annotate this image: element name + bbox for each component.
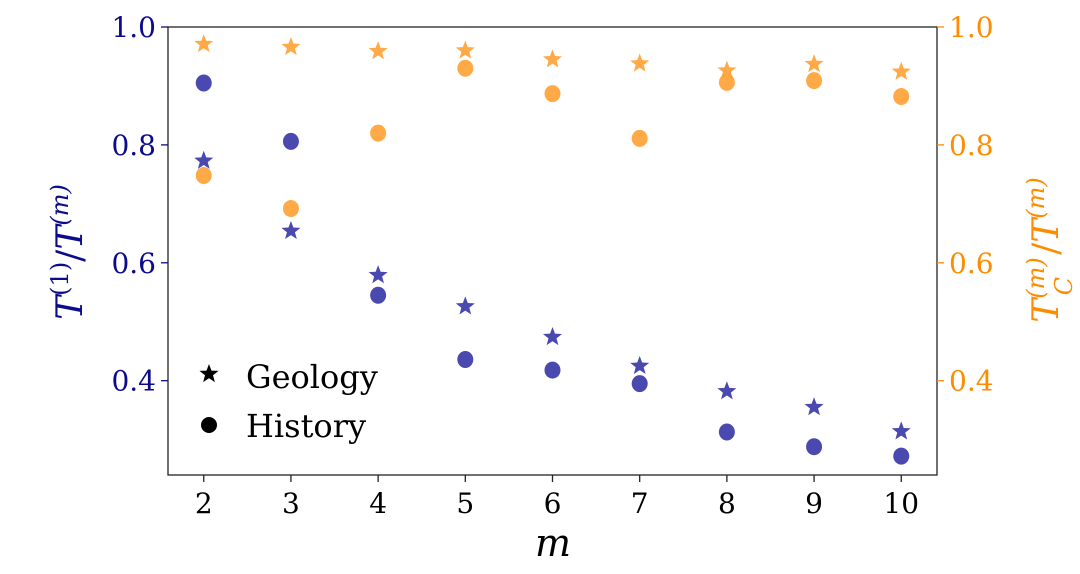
point-right-geology-m8 bbox=[717, 60, 737, 79]
legend-label-history: History bbox=[246, 407, 366, 445]
x-tick-label: 4 bbox=[369, 487, 387, 520]
point-right-geology-m10 bbox=[891, 61, 911, 80]
right-y-tick-label: 0.8 bbox=[949, 129, 994, 162]
x-tick-label: 3 bbox=[282, 487, 300, 520]
right-y-tick-label: 0.6 bbox=[949, 247, 994, 280]
point-right-geology-m9 bbox=[804, 54, 824, 73]
point-left-geology-m6 bbox=[542, 327, 563, 346]
axis-ticks: 2 3 4 5 6 7 8 9 10 0.4 0.6 0.8 1.0 0.4 0.6 0.8 1.0 bbox=[111, 11, 993, 520]
point-right-history-m3 bbox=[282, 200, 299, 218]
point-left-history-m6 bbox=[544, 361, 561, 379]
point-left-history-m3 bbox=[282, 132, 299, 150]
point-left-geology-m4 bbox=[368, 265, 388, 284]
point-right-geology-m5 bbox=[455, 40, 475, 59]
legend-label-geology: Geology bbox=[246, 358, 378, 396]
point-right-history-m10 bbox=[893, 88, 910, 106]
x-tick-label: 5 bbox=[456, 487, 474, 520]
point-left-history-m9 bbox=[806, 438, 823, 456]
point-left-history-m8 bbox=[718, 423, 735, 441]
legend-circle-marker bbox=[201, 417, 217, 433]
point-right-geology-m3 bbox=[281, 37, 301, 56]
point-right-geology-m4 bbox=[368, 41, 388, 60]
right-y-tick-label: 1.0 bbox=[949, 11, 994, 44]
point-right-history-m4 bbox=[370, 124, 387, 142]
point-right-history-m5 bbox=[457, 59, 474, 77]
legend-star-marker bbox=[199, 364, 219, 383]
point-left-geology-m10 bbox=[891, 421, 911, 440]
point-left-history-m7 bbox=[631, 375, 648, 393]
point-right-geology-m7 bbox=[630, 53, 650, 72]
left-y-tick-label: 0.4 bbox=[111, 365, 156, 398]
right-y-axis-label: T(m)C/T(m) bbox=[1022, 177, 1078, 323]
point-right-history-m7 bbox=[631, 129, 648, 147]
x-tick-label: 8 bbox=[718, 487, 736, 520]
point-left-history-m10 bbox=[893, 447, 910, 465]
point-right-history-m2 bbox=[195, 167, 212, 185]
point-left-geology-m2 bbox=[194, 150, 214, 169]
right-y-tick-label: 0.4 bbox=[949, 365, 994, 398]
point-left-geology-m8 bbox=[717, 381, 737, 400]
x-tick-label: 9 bbox=[805, 487, 823, 520]
point-left-history-m4 bbox=[370, 286, 387, 304]
point-left-geology-m3 bbox=[281, 220, 301, 240]
point-right-history-m6 bbox=[544, 85, 561, 103]
left-y-tick-label: 0.8 bbox=[111, 129, 156, 162]
point-left-history-m2 bbox=[195, 74, 212, 92]
x-tick-label: 10 bbox=[883, 487, 919, 520]
x-tick-label: 7 bbox=[631, 487, 649, 520]
point-left-geology-m7 bbox=[630, 355, 650, 375]
point-left-geology-m5 bbox=[455, 296, 475, 315]
data-marks bbox=[194, 34, 911, 465]
left-y-axis-label: T(1)/T(m) bbox=[46, 184, 91, 320]
point-left-history-m5 bbox=[457, 350, 474, 368]
point-right-geology-m2 bbox=[194, 34, 214, 53]
point-right-history-m9 bbox=[806, 72, 823, 90]
x-tick-label: 6 bbox=[544, 487, 562, 520]
x-axis-label: m bbox=[535, 521, 571, 565]
left-y-tick-label: 1.0 bbox=[111, 11, 156, 44]
legend: Geology History bbox=[199, 358, 378, 445]
point-left-geology-m9 bbox=[804, 397, 824, 416]
point-right-history-m8 bbox=[718, 73, 735, 91]
point-right-geology-m6 bbox=[542, 49, 563, 68]
left-y-tick-label: 0.6 bbox=[111, 247, 156, 280]
x-tick-label: 2 bbox=[195, 487, 213, 520]
